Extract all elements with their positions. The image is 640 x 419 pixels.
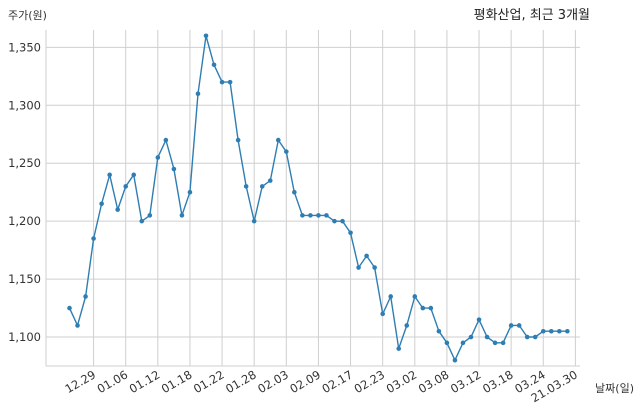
y-tick-label: 1,100 [8, 330, 41, 344]
data-point [284, 149, 289, 154]
data-point [83, 294, 88, 299]
data-point [203, 33, 209, 39]
x-tick-label: 02.17 [320, 367, 356, 396]
y-tick-label: 1,250 [8, 156, 41, 170]
data-point [107, 172, 112, 178]
data-point [508, 323, 514, 328]
data-point [91, 236, 96, 241]
data-point [532, 334, 538, 340]
x-tick-label: 01.12 [127, 367, 163, 396]
chart-title: 평화산업, 최근 3개월 [474, 8, 590, 23]
y-tick-label: 1,200 [8, 214, 41, 228]
data-point [292, 189, 297, 195]
data-point [444, 340, 450, 346]
data-point [115, 207, 120, 212]
y-tick-labels: 1,100 1,150 1,200 1,250 1,300 1,350 [8, 40, 41, 344]
x-tick-label: 01.28 [223, 367, 259, 396]
data-point [388, 294, 394, 299]
data-point [211, 62, 217, 68]
y-tick-label: 1,350 [8, 40, 41, 54]
x-tick-label: 02.09 [287, 367, 323, 396]
data-point [484, 334, 490, 340]
data-point [99, 201, 104, 207]
data-point [516, 323, 522, 328]
data-point [348, 230, 353, 236]
data-point [452, 357, 458, 363]
data-point [340, 218, 345, 224]
data-point [372, 265, 377, 270]
data-point [131, 172, 137, 178]
data-point [308, 213, 313, 218]
data-point [540, 328, 546, 334]
data-point [163, 137, 169, 143]
data-point [460, 340, 466, 346]
data-point [524, 334, 530, 340]
data-point [187, 189, 193, 195]
data-point [139, 218, 145, 224]
data-point [243, 184, 249, 189]
data-point [332, 218, 337, 224]
data-point [468, 334, 474, 340]
data-point [147, 213, 153, 218]
x-tick-label: 02.03 [255, 367, 291, 396]
data-point [557, 328, 562, 334]
data-point [300, 213, 305, 218]
data-point [356, 265, 361, 270]
data-point [412, 294, 418, 299]
data-point [549, 328, 554, 334]
data-point [259, 184, 265, 189]
data-point [123, 184, 129, 189]
data-point [380, 311, 385, 317]
y-tick-label: 1,300 [8, 98, 41, 112]
data-point [235, 137, 241, 143]
x-tick-label: 03.08 [416, 367, 452, 396]
data-point [219, 79, 225, 85]
grid [45, 30, 580, 367]
data-point [476, 317, 482, 322]
data-point [155, 155, 161, 160]
data-point [396, 346, 402, 351]
data-point [316, 213, 321, 218]
price-series [67, 33, 570, 363]
data-point [195, 91, 201, 97]
x-tick-label: 03.12 [448, 367, 484, 396]
x-tick-label: 03.18 [480, 367, 516, 396]
x-axis-label: 날짜(일) [595, 381, 634, 395]
y-axis-label: 주가(원) [8, 9, 47, 22]
data-point [251, 218, 257, 224]
data-point [420, 305, 426, 311]
data-point [227, 79, 233, 85]
data-point [492, 340, 498, 346]
x-tick-label: 12.29 [63, 367, 99, 396]
x-tick-label: 02.23 [352, 367, 388, 396]
data-point [324, 213, 329, 218]
data-point [364, 253, 369, 259]
data-point [179, 213, 185, 218]
data-point [75, 323, 80, 328]
x-tick-label: 03.02 [384, 367, 420, 396]
data-point [565, 328, 570, 334]
data-point [436, 328, 442, 334]
x-tick-label: 01.06 [95, 367, 131, 396]
data-point [267, 178, 273, 183]
data-point [500, 340, 506, 346]
data-point [67, 305, 72, 311]
x-tick-label: 01.18 [159, 367, 195, 396]
data-point [428, 305, 434, 311]
data-point [404, 323, 410, 328]
x-tick-label: 01.22 [191, 367, 227, 396]
data-point [275, 137, 281, 143]
y-tick-label: 1,150 [8, 272, 41, 286]
x-tick-labels: 12.2901.0601.1201.1801.2201.2802.0302.09… [63, 367, 580, 405]
data-point [171, 166, 177, 172]
